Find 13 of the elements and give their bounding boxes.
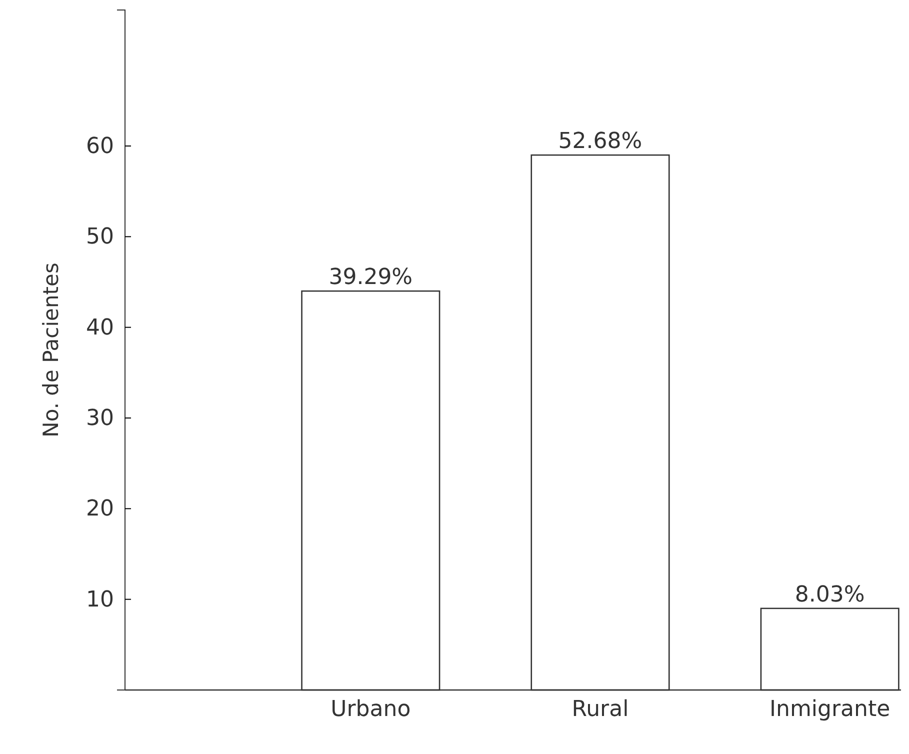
y-tick-label: 50 xyxy=(86,224,114,250)
y-tick-label: 60 xyxy=(86,134,114,160)
annotation: 52.68% xyxy=(558,129,642,154)
y-axis-title: No. de Pacientes xyxy=(39,262,63,438)
annotation: 39.29% xyxy=(328,265,413,290)
x-tick-label: Rural xyxy=(572,697,629,722)
x-tick-label: Inmigrante xyxy=(770,697,890,722)
x-tick-label: Urbano xyxy=(330,697,411,722)
y-tick-label: 20 xyxy=(86,496,114,522)
y-tick-label: 10 xyxy=(86,587,114,612)
y-tick-label: 40 xyxy=(86,315,114,340)
y-tick-label: 30 xyxy=(86,406,114,432)
annotation: 8.03% xyxy=(794,582,865,608)
